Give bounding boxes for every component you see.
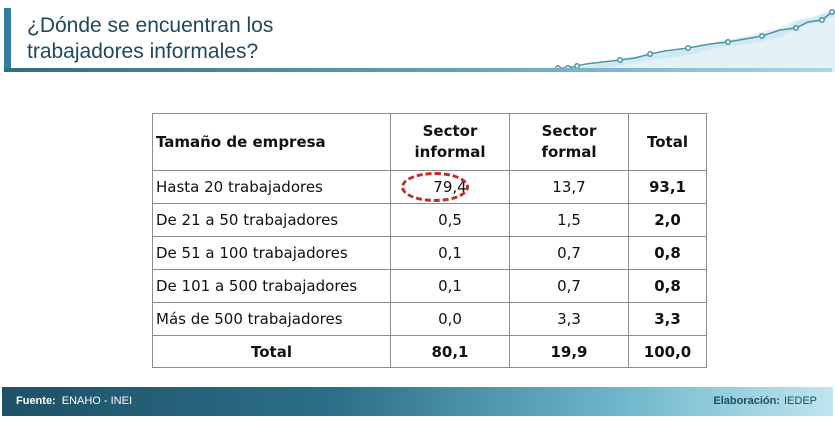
row-formal-value: 0,7	[509, 236, 629, 270]
footer-bar: Fuente: ENAHO - INEI Elaboración: IEDEP	[2, 387, 833, 416]
table-row: Hasta 20 trabajadores 79,4 13,7 93,1	[152, 170, 707, 204]
total-row-label: Total	[152, 335, 391, 368]
row-informal-value: 0,1	[390, 236, 510, 270]
footer-elaboration-label: Elaboración:	[713, 395, 780, 407]
footer-elaboration-value: IEDEP	[783, 395, 817, 407]
table-row: De 101 a 500 trabajadores 0,1 0,7 0,8	[152, 269, 707, 303]
row-informal-value: 0,0	[390, 302, 510, 336]
page-title-line-2: trabajadores informales?	[27, 40, 259, 63]
row-label: Hasta 20 trabajadores	[152, 170, 391, 204]
page-title: ¿Dónde se encuentran los trabajadores in…	[27, 13, 273, 65]
row-formal-value: 3,3	[509, 302, 629, 336]
row-label: De 101 a 500 trabajadores	[152, 269, 391, 303]
header-informal-sector: Sector informal	[390, 113, 510, 171]
footer-elaboration: Elaboración: IEDEP	[713, 395, 817, 407]
row-label: De 51 a 100 trabajadores	[152, 236, 391, 270]
row-total-value: 93,1	[628, 170, 707, 204]
row-formal-value: 13,7	[509, 170, 629, 204]
page-title-line-1: ¿Dónde se encuentran los	[27, 14, 274, 37]
table-header-row: Tamaño de empresa Sector informal Sector…	[152, 113, 707, 171]
footer-source-value: ENAHO - INEI	[61, 395, 133, 407]
header-company-size: Tamaño de empresa	[152, 113, 391, 171]
header-underline	[4, 68, 832, 72]
row-total-value: 3,3	[628, 302, 707, 336]
informal-workers-table: Tamaño de empresa Sector informal Sector…	[152, 113, 707, 368]
row-total-value: 0,8	[628, 236, 707, 270]
row-label: Más de 500 trabajadores	[152, 302, 391, 336]
table-row: Más de 500 trabajadores 0,0 3,3 3,3	[152, 302, 707, 336]
row-informal-value: 0,5	[390, 203, 510, 237]
header-growth-graphic	[540, 9, 835, 72]
header-formal-line-1: Sector	[541, 122, 597, 140]
header-total: Total	[628, 113, 707, 171]
header-formal-line-2: formal	[541, 143, 597, 161]
row-informal-value: 0,1	[390, 269, 510, 303]
row-label: De 21 a 50 trabajadores	[152, 203, 391, 237]
footer-source-label: Fuente:	[16, 395, 56, 407]
row-informal-value-text: 79,4	[433, 178, 467, 196]
row-total-value: 2,0	[628, 203, 707, 237]
header-informal-line-1: Sector	[422, 122, 478, 140]
row-formal-value: 0,7	[509, 269, 629, 303]
table-row: De 51 a 100 trabajadores 0,1 0,7 0,8	[152, 236, 707, 270]
table-total-row: Total 80,1 19,9 100,0	[152, 335, 707, 368]
total-row-total: 100,0	[628, 335, 707, 368]
row-informal-value: 79,4	[390, 170, 510, 204]
footer-source: Fuente: ENAHO - INEI	[16, 395, 132, 407]
title-accent-bar	[4, 8, 11, 72]
total-row-informal: 80,1	[390, 335, 510, 368]
total-row-formal: 19,9	[509, 335, 629, 368]
table-row: De 21 a 50 trabajadores 0,5 1,5 2,0	[152, 203, 707, 237]
header-informal-line-2: informal	[414, 143, 486, 161]
row-formal-value: 1,5	[509, 203, 629, 237]
row-total-value: 0,8	[628, 269, 707, 303]
header-formal-sector: Sector formal	[509, 113, 629, 171]
